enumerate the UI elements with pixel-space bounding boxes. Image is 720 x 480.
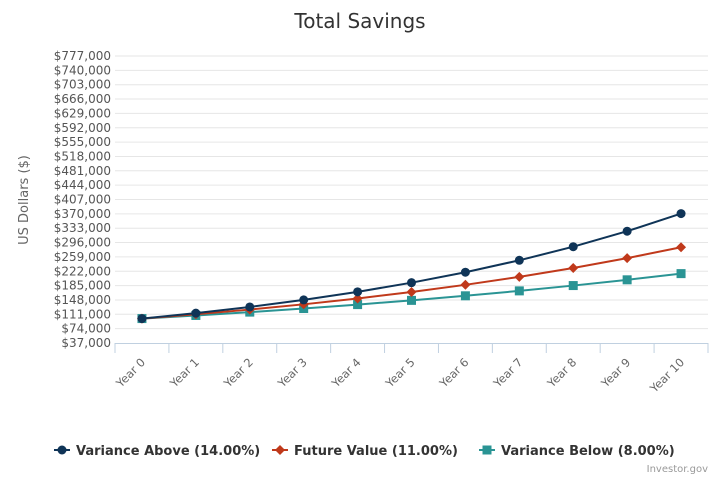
x-tick-label: Year 3 [274, 355, 310, 391]
legend-label: Variance Above (14.00%) [76, 444, 260, 459]
legend-item[interactable]: Variance Above (14.00%) [54, 444, 260, 459]
y-tick-label: $37,000 [61, 336, 111, 350]
data-point [406, 286, 417, 297]
x-tick-label: Year 4 [328, 355, 364, 391]
y-tick-label: $185,000 [54, 279, 111, 293]
x-tick-label: Year 9 [598, 355, 634, 391]
y-tick-label: $629,000 [54, 106, 111, 120]
data-point [676, 209, 686, 219]
data-point [352, 293, 363, 304]
y-tick-label: $444,000 [54, 178, 111, 192]
y-axis-ticks: $37,000$74,000$111,000$148,000$185,000$2… [54, 49, 111, 350]
data-point [407, 278, 416, 288]
y-tick-label: $74,000 [61, 322, 111, 336]
series [136, 209, 687, 324]
legend-label: Future Value (11.00%) [294, 444, 458, 459]
x-tick-label: Year 5 [382, 355, 418, 391]
legend-marker [482, 445, 492, 455]
y-tick-label: $222,000 [54, 264, 111, 278]
data-point [568, 242, 578, 252]
x-tick-label: Year 7 [490, 355, 526, 391]
y-tick-label: $259,000 [54, 250, 111, 264]
series-circle [137, 209, 686, 324]
x-tick-label: Year 2 [220, 355, 256, 391]
y-tick-label: $333,000 [54, 221, 111, 235]
chart-title: Total Savings [293, 9, 425, 33]
data-point [245, 302, 255, 312]
data-point [191, 308, 201, 318]
x-tick-label: Year 0 [112, 355, 148, 391]
x-tick-label: Year 6 [436, 355, 472, 391]
legend-item[interactable]: Variance Below (8.00%) [479, 444, 675, 459]
y-tick-label: $148,000 [54, 293, 111, 307]
data-point [353, 287, 363, 297]
data-point [676, 242, 687, 253]
y-axis-label: US Dollars ($) [17, 155, 32, 245]
data-point [299, 295, 309, 305]
data-point [622, 226, 632, 236]
y-tick-label: $296,000 [54, 236, 111, 250]
gridlines [115, 55, 708, 330]
y-tick-label: $481,000 [54, 164, 111, 178]
data-point [622, 253, 633, 264]
legend[interactable]: Variance Above (14.00%) Future Value (11.… [54, 444, 675, 459]
x-tick-label: Year 10 [646, 355, 687, 396]
data-point [514, 286, 524, 296]
y-tick-label: $407,000 [54, 193, 111, 207]
data-point [676, 269, 686, 279]
legend-label: Variance Below (8.00%) [501, 444, 675, 459]
data-point [460, 291, 470, 301]
x-tick-label: Year 1 [166, 355, 202, 391]
y-tick-label: $703,000 [54, 78, 111, 92]
data-point [622, 275, 632, 285]
legend-marker [57, 445, 67, 455]
y-tick-label: $666,000 [54, 92, 111, 106]
data-point [407, 295, 416, 305]
data-point [514, 255, 524, 265]
y-tick-label: $370,000 [54, 207, 111, 221]
y-tick-label: $740,000 [54, 63, 111, 77]
y-tick-label: $555,000 [54, 135, 111, 149]
data-point [568, 262, 579, 273]
data-point [514, 271, 525, 282]
data-point [353, 300, 363, 310]
data-point [137, 314, 147, 324]
credit-text[interactable]: Investor.gov [647, 464, 708, 475]
y-tick-label: $111,000 [54, 307, 111, 321]
y-tick-label: $518,000 [54, 149, 111, 163]
data-point [568, 281, 578, 291]
data-point [460, 267, 470, 277]
x-axis: Year 0 Year 1 Year 2 Year 3 Year 4 Year 5 Year… [112, 343, 709, 396]
legend-item[interactable]: Future Value (11.00%) [272, 444, 458, 459]
y-tick-label: $777,000 [54, 49, 111, 63]
y-tick-label: $592,000 [54, 121, 111, 135]
x-tick-label: Year 8 [544, 355, 580, 391]
data-point [460, 279, 471, 290]
legend-marker [275, 445, 285, 455]
